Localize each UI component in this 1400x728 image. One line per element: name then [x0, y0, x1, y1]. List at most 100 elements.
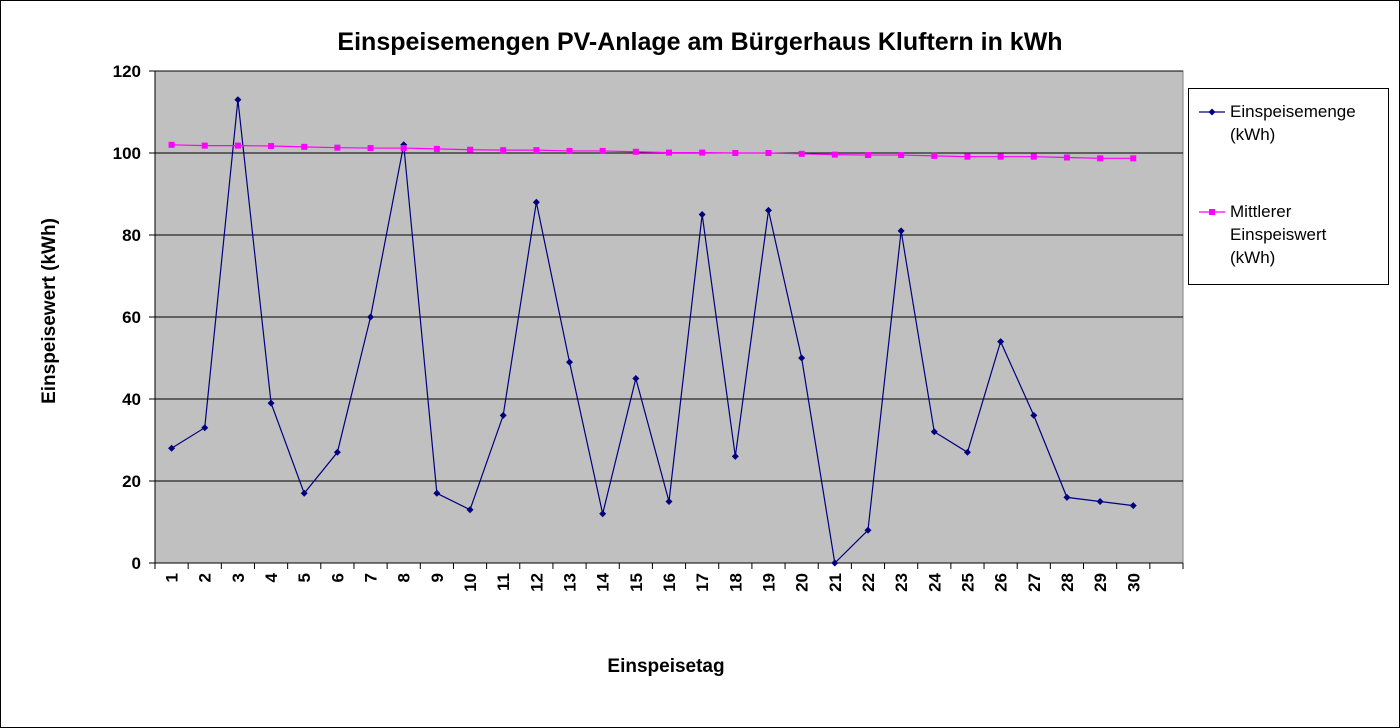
y-tick-label: 20	[122, 472, 141, 491]
x-tick-label: 5	[295, 573, 314, 582]
y-tick-label: 80	[122, 226, 141, 245]
series-2-point	[168, 141, 175, 148]
series-2-point	[500, 147, 507, 154]
x-tick-label: 10	[461, 573, 480, 592]
series-1-point	[864, 526, 872, 534]
series-2-point	[1097, 155, 1104, 162]
series-2-point	[997, 153, 1004, 160]
x-tick-label: 26	[992, 573, 1011, 592]
series-1-point	[599, 510, 607, 518]
legend-label-1: Einspeisemenge (kWh)	[1230, 102, 1356, 144]
x-tick-label: 11	[494, 573, 513, 591]
series-2-point	[1130, 155, 1137, 162]
series-2-point	[831, 151, 838, 158]
x-tick-label: 27	[1025, 573, 1044, 592]
x-tick-label: 3	[229, 573, 248, 582]
series-1-point	[930, 428, 938, 436]
x-tick-label: 24	[925, 572, 944, 591]
series-1-point	[499, 411, 507, 419]
x-tick-label: 14	[594, 572, 613, 591]
y-tick-label: 0	[132, 554, 141, 573]
series-1-point	[897, 227, 905, 235]
series-2-point	[798, 150, 805, 157]
series-1-point	[798, 354, 806, 362]
series-2-point	[632, 148, 639, 155]
series-1-point	[333, 448, 341, 456]
series-2-point	[732, 150, 739, 156]
x-tick-label: 25	[958, 573, 977, 592]
x-tick-label: 2	[196, 573, 215, 582]
series-2-point	[765, 150, 772, 156]
x-tick-label: 19	[759, 573, 778, 592]
x-tick-label: 4	[262, 572, 281, 582]
y-tick-label: 40	[122, 390, 141, 409]
series-1-point	[1096, 498, 1104, 505]
series-1-point	[466, 506, 474, 514]
series-1-point	[168, 444, 176, 452]
series-2-point	[599, 147, 606, 154]
series-2-point	[699, 149, 706, 156]
series-1-point	[300, 489, 308, 497]
legend-symbol-1	[1199, 108, 1225, 116]
series-2-point	[566, 147, 573, 154]
x-tick-label: 8	[395, 573, 414, 582]
series-1-point	[532, 198, 540, 206]
series-1-point	[731, 452, 739, 460]
series-2-point	[268, 143, 275, 150]
series-1-point	[367, 313, 375, 321]
x-tick-label: 20	[793, 573, 812, 592]
series-1-point	[665, 498, 673, 505]
series-2-point	[400, 145, 407, 152]
series-1-point	[764, 206, 772, 214]
series-2-point	[301, 143, 308, 150]
series-2-point	[201, 142, 208, 149]
series-2-point	[533, 147, 540, 154]
series-1-point	[1030, 411, 1038, 419]
x-tick-label: 29	[1091, 573, 1110, 592]
series-line-1	[171, 99, 1134, 565]
series-2-point	[666, 149, 672, 156]
x-tick-label: 16	[660, 573, 679, 592]
x-tick-label: 28	[1058, 573, 1077, 592]
series-2-point	[334, 144, 341, 151]
series-1-point	[201, 424, 209, 432]
series-1-point	[234, 96, 242, 104]
x-tick-label: 22	[859, 573, 878, 592]
series-1-point	[1129, 502, 1137, 510]
x-tick-label: 30	[1124, 573, 1143, 592]
series-2-point	[931, 152, 938, 159]
series-2-point	[964, 153, 971, 160]
series-1-point	[831, 559, 839, 567]
series-1-point	[997, 338, 1005, 346]
x-tick-label: 9	[428, 573, 447, 582]
series-2-point	[898, 152, 905, 159]
x-tick-label: 13	[561, 573, 580, 592]
series-2-point	[433, 145, 440, 152]
legend: Einspeisemenge (kWh) Mittlerer Einspeiswert…	[1188, 88, 1389, 285]
series-2-point	[1030, 153, 1037, 160]
x-tick-label: 18	[726, 573, 745, 592]
series-2-point	[367, 145, 374, 152]
series-2-point	[467, 146, 474, 153]
x-axis-title: Einspeisetag	[607, 656, 725, 677]
x-tick-label: 17	[693, 573, 712, 592]
series-2-point	[234, 142, 241, 149]
series-1-point	[433, 489, 441, 497]
y-tick-label: 120	[113, 62, 141, 81]
x-tick-label: 23	[892, 573, 911, 592]
series-1-point	[963, 448, 971, 456]
chart-title: Einspeisemengen PV-Anlage am Bürgerhaus …	[337, 28, 1063, 56]
series-2-point	[1063, 154, 1070, 161]
x-tick-label: 15	[627, 573, 646, 592]
series-1-point	[698, 211, 706, 218]
legend-label-2: Mittlerer Einspeiswert (kWh)	[1230, 202, 1327, 267]
legend-symbol-2	[1199, 209, 1225, 215]
series-1-point	[1063, 493, 1071, 501]
series-1-point	[632, 375, 640, 382]
series-2-point	[864, 152, 871, 159]
x-tick-label: 12	[527, 573, 546, 592]
x-tick-label: 7	[362, 573, 381, 582]
series-1-point	[566, 358, 574, 366]
x-tick-label: 21	[826, 573, 845, 592]
